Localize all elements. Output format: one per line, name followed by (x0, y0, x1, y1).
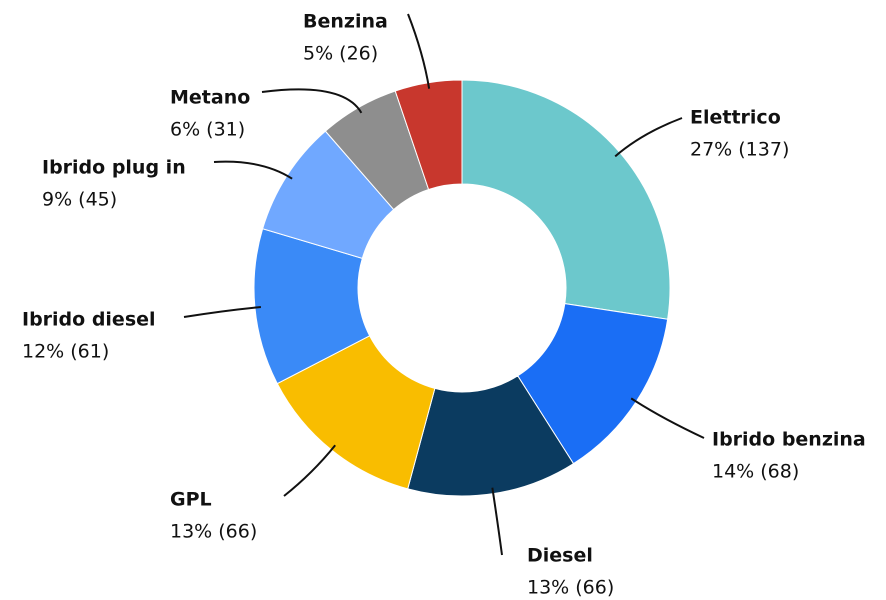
slice-label: Diesel (527, 545, 593, 567)
slice-value-label: 14% (68) (712, 461, 799, 483)
slice-value-label: 13% (66) (170, 521, 257, 543)
slice-value-label: 27% (137) (690, 139, 789, 161)
leader-line (407, 13, 431, 89)
slice-label: Elettrico (690, 107, 781, 129)
slice-value-label: 9% (45) (42, 189, 117, 211)
slice-label: Metano (170, 87, 250, 109)
slice-label: Ibrido diesel (22, 309, 156, 331)
leader-line (213, 160, 293, 180)
slice-value-label: 12% (61) (22, 341, 109, 363)
leader-line (630, 397, 705, 439)
leader-line (183, 306, 261, 318)
slice-label: Ibrido plug in (42, 157, 186, 179)
slice-value-label: 13% (66) (527, 577, 614, 599)
leader-line (614, 117, 683, 158)
leader-line (283, 444, 336, 497)
slice-label: GPL (170, 489, 212, 511)
slice (461, 79, 671, 320)
leader-line (261, 88, 363, 114)
leader-line (491, 487, 503, 556)
slice-value-label: 6% (31) (170, 119, 245, 141)
slice (394, 79, 463, 191)
slice-value-label: 5% (26) (303, 43, 378, 65)
slice-label: Ibrido benzina (712, 429, 866, 451)
slice-label: Benzina (303, 11, 388, 33)
